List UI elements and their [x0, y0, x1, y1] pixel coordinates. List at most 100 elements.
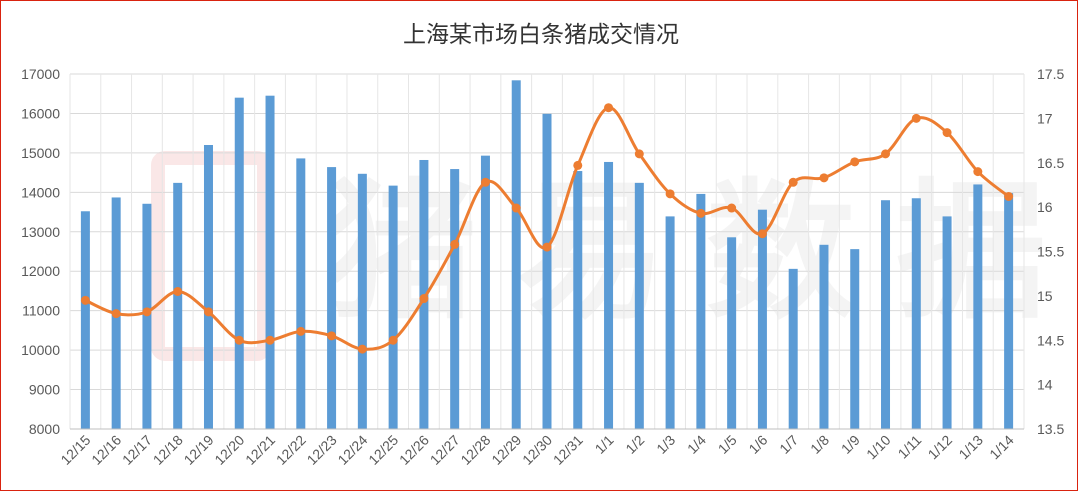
x-tick-label: 1/11	[895, 432, 925, 462]
x-tick-label: 1/7	[776, 432, 801, 457]
x-tick-label: 12/29	[488, 432, 524, 468]
x-tick-label: 12/25	[365, 432, 401, 468]
x-tick-label: 1/12	[925, 432, 956, 463]
y-left-tick-label: 16000	[21, 105, 60, 121]
y-left-tick-label: 9000	[29, 382, 60, 398]
y-left-tick-label: 12000	[21, 263, 60, 279]
line-point	[419, 294, 429, 304]
line-point	[973, 167, 983, 177]
bar	[850, 249, 860, 429]
x-tick-label: 1/3	[653, 432, 678, 457]
x-tick-label: 12/27	[427, 432, 463, 468]
bar	[881, 200, 891, 429]
line-point	[511, 203, 521, 213]
x-tick-label: 1/10	[863, 432, 894, 463]
x-tick-label: 12/26	[396, 432, 432, 468]
bar	[296, 158, 306, 429]
line-point	[696, 208, 706, 218]
bar	[388, 185, 398, 429]
x-tick-label: 1/5	[715, 432, 740, 457]
bar	[265, 95, 275, 429]
y-left-tick-label: 14000	[21, 184, 60, 200]
bar	[80, 211, 90, 429]
bar	[542, 113, 552, 429]
x-tick-label: 12/20	[211, 432, 247, 468]
line-point	[480, 177, 490, 187]
y-right-tick-label: 15	[1037, 288, 1053, 304]
y-left-tick-label: 10000	[21, 342, 60, 358]
line-point	[911, 113, 921, 123]
bar	[1004, 193, 1014, 429]
line-point	[327, 331, 337, 341]
bar	[727, 237, 737, 429]
line-point	[757, 229, 767, 239]
bar	[573, 171, 583, 430]
x-tick-label: 12/24	[334, 432, 370, 468]
x-tick-label: 12/28	[457, 432, 493, 468]
y-left-tick-label: 17000	[21, 66, 60, 82]
line-point	[203, 307, 213, 317]
x-tick-label: 1/1	[592, 432, 617, 457]
x-tick-label: 1/14	[986, 432, 1017, 463]
line-point	[234, 335, 244, 345]
bar	[696, 193, 706, 429]
y-right-tick-label: 14.5	[1037, 332, 1064, 348]
x-tick-label: 12/22	[273, 432, 309, 468]
y-right-tick-label: 13.5	[1037, 421, 1064, 437]
bar	[450, 169, 460, 430]
x-tick-label: 12/18	[150, 432, 186, 468]
bar	[234, 97, 244, 430]
line-point	[388, 335, 398, 345]
line-point	[881, 149, 891, 159]
line-point	[819, 173, 829, 183]
line-point	[173, 286, 183, 296]
line-point	[850, 157, 860, 167]
bar	[357, 173, 367, 429]
x-tick-label: 12/19	[181, 432, 217, 468]
x-tick-label: 12/21	[242, 432, 278, 468]
x-tick-label: 1/13	[955, 432, 986, 463]
line-point	[604, 103, 614, 113]
x-tick-label: 1/9	[838, 432, 863, 457]
line-point	[634, 149, 644, 159]
bar	[327, 167, 337, 430]
x-tick-label: 12/15	[57, 432, 93, 468]
y-right-tick-label: 17	[1037, 110, 1053, 126]
x-tick-label: 12/17	[119, 432, 155, 468]
bar	[480, 155, 490, 429]
bar	[142, 203, 152, 429]
line-point	[296, 326, 306, 336]
chart-title: 上海某市场白条猪成交情况	[403, 22, 679, 48]
y-right-tick-label: 15.5	[1037, 244, 1064, 260]
line-point	[1004, 191, 1014, 201]
line-point	[142, 307, 152, 317]
y-left-tick-label: 11000	[22, 303, 60, 319]
x-tick-label: 1/4	[684, 432, 709, 457]
x-tick-label: 12/31	[550, 432, 586, 468]
x-tick-label: 12/30	[519, 432, 555, 468]
bar	[203, 145, 213, 429]
bar	[911, 198, 921, 429]
y-left-tick-label: 8000	[29, 421, 60, 437]
line-point	[450, 239, 460, 249]
y-left-tick-label: 13000	[21, 224, 60, 240]
y-right-tick-label: 16.5	[1037, 155, 1064, 171]
line-point	[265, 335, 275, 345]
y-left-tick-label: 15000	[21, 145, 60, 161]
x-tick-label: 1/6	[745, 432, 770, 457]
x-tick-label: 12/23	[304, 432, 340, 468]
line-point	[80, 295, 90, 305]
bar	[665, 216, 675, 429]
line-point	[665, 189, 675, 199]
line-point	[942, 128, 952, 138]
y-right-tick-label: 16	[1037, 199, 1053, 215]
x-tick-label: 1/2	[622, 432, 647, 457]
bar	[757, 209, 767, 429]
x-tick-label: 1/8	[807, 432, 832, 457]
bar	[173, 182, 183, 429]
y-right-tick-label: 14	[1037, 377, 1053, 393]
bar	[942, 216, 952, 429]
line-point	[357, 344, 367, 354]
